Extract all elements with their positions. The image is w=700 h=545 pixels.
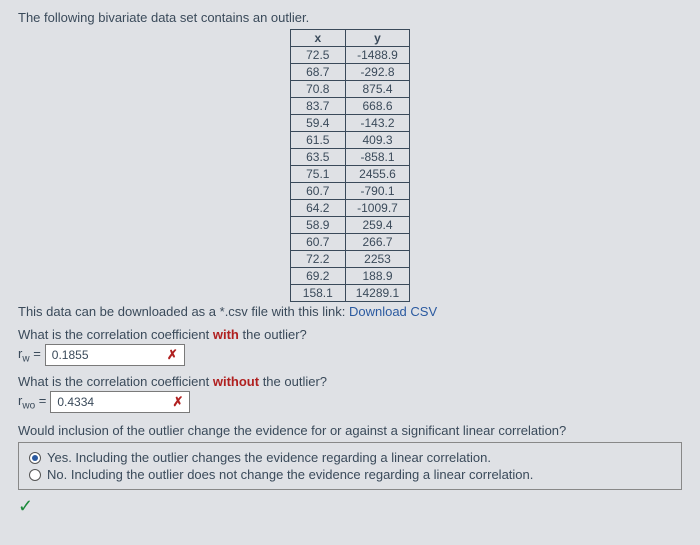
radio-no-label: No. Including the outlier does not chang… <box>47 467 533 482</box>
table-row: 69.2188.9 <box>290 268 409 285</box>
download-csv-link[interactable]: Download CSV <box>349 304 437 319</box>
table-cell: 72.2 <box>290 251 345 268</box>
table-cell: -143.2 <box>345 115 409 132</box>
table-cell: 69.2 <box>290 268 345 285</box>
table-cell: 2253 <box>345 251 409 268</box>
table-cell: 58.9 <box>290 217 345 234</box>
csv-line: This data can be downloaded as a *.csv f… <box>18 304 682 319</box>
table-cell: 70.8 <box>290 81 345 98</box>
radio-group: Yes. Including the outlier changes the e… <box>18 442 682 490</box>
table-cell: 2455.6 <box>345 166 409 183</box>
wrong-icon: ✗ <box>172 394 183 410</box>
rwo-value: 0.4334 <box>57 395 94 409</box>
rw-value: 0.1855 <box>52 348 89 362</box>
table-cell: 409.3 <box>345 132 409 149</box>
table-cell: 63.5 <box>290 149 345 166</box>
table-cell: -292.8 <box>345 64 409 81</box>
rwo-input[interactable]: 0.4334 ✗ <box>50 391 190 413</box>
table-cell: -790.1 <box>345 183 409 200</box>
table-row: 58.9259.4 <box>290 217 409 234</box>
table-cell: 68.7 <box>290 64 345 81</box>
radio-no[interactable] <box>29 469 41 481</box>
table-cell: 259.4 <box>345 217 409 234</box>
table-row: 72.5-1488.9 <box>290 47 409 64</box>
table-row: 60.7-790.1 <box>290 183 409 200</box>
table-cell: 158.1 <box>290 285 345 302</box>
emphasis-without: without <box>213 374 259 389</box>
rw-input[interactable]: 0.1855 ✗ <box>45 344 185 366</box>
radio-yes[interactable] <box>29 452 41 464</box>
col-header-x: x <box>290 30 345 47</box>
table-cell: -1009.7 <box>345 200 409 217</box>
table-row: 68.7-292.8 <box>290 64 409 81</box>
table-row: 75.12455.6 <box>290 166 409 183</box>
table-cell: 61.5 <box>290 132 345 149</box>
table-cell: 64.2 <box>290 200 345 217</box>
table-cell: 668.6 <box>345 98 409 115</box>
question-with-outlier: What is the correlation coefficient with… <box>18 327 682 342</box>
table-row: 158.114289.1 <box>290 285 409 302</box>
table-cell: 188.9 <box>345 268 409 285</box>
table-row: 83.7668.6 <box>290 98 409 115</box>
data-table: x y 72.5-1488.968.7-292.870.8875.483.766… <box>290 29 410 302</box>
intro-text: The following bivariate data set contain… <box>18 10 682 25</box>
rw-symbol: rw = <box>18 346 41 365</box>
table-row: 70.8875.4 <box>290 81 409 98</box>
table-row: 63.5-858.1 <box>290 149 409 166</box>
table-cell: 60.7 <box>290 183 345 200</box>
rwo-symbol: rwo = <box>18 393 46 412</box>
radio-yes-label: Yes. Including the outlier changes the e… <box>47 450 491 465</box>
table-cell: 83.7 <box>290 98 345 115</box>
csv-text: This data can be downloaded as a *.csv f… <box>18 304 349 319</box>
wrong-icon: ✗ <box>167 347 178 363</box>
table-cell: -858.1 <box>345 149 409 166</box>
table-row: 59.4-143.2 <box>290 115 409 132</box>
table-cell: 60.7 <box>290 234 345 251</box>
table-row: 72.22253 <box>290 251 409 268</box>
table-cell: 266.7 <box>345 234 409 251</box>
question-without-outlier: What is the correlation coefficient with… <box>18 374 682 389</box>
check-icon: ✓ <box>18 496 682 517</box>
table-cell: 75.1 <box>290 166 345 183</box>
table-cell: 72.5 <box>290 47 345 64</box>
table-cell: 59.4 <box>290 115 345 132</box>
emphasis-with: with <box>213 327 239 342</box>
table-row: 61.5409.3 <box>290 132 409 149</box>
col-header-y: y <box>345 30 409 47</box>
table-row: 64.2-1009.7 <box>290 200 409 217</box>
table-row: 60.7266.7 <box>290 234 409 251</box>
table-cell: 875.4 <box>345 81 409 98</box>
table-cell: 14289.1 <box>345 285 409 302</box>
question-inclusion: Would inclusion of the outlier change th… <box>18 423 682 438</box>
table-cell: -1488.9 <box>345 47 409 64</box>
